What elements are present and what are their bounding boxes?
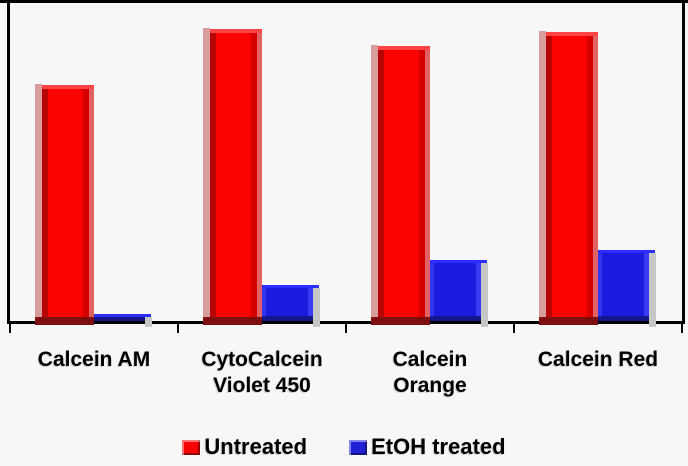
legend-label-etoh-treated: EtOH treated [371,434,506,459]
x-axis-tick [513,324,515,333]
x-axis-tick [177,324,179,333]
x-axis-tick [345,324,347,333]
bar-untreated-cytocalcein-violet-450 [203,28,262,325]
bar-etoh-treated-calcein-am [94,314,152,327]
x-label-calcein-orange: Calcein Orange [392,348,468,397]
etoh-treated-swatch [349,439,368,455]
bar-untreated-calcein-am [35,84,94,325]
x-axis-tick [9,324,11,333]
legend-item-untreated: Untreated [182,434,307,460]
bar-etoh-treated-calcein-orange [430,260,488,327]
legend-label-untreated: Untreated [204,434,308,459]
bar-untreated-calcein-orange [371,45,430,325]
x-label-cytocalcein-violet-450: CytoCalcein Violet 450 [201,348,323,397]
x-axis-tick [681,324,683,333]
plot-area [7,3,685,333]
x-label-calcein-am: Calcein AM [37,348,151,371]
x-label-calcein-red: Calcein Red [537,348,659,371]
bar-etoh-treated-calcein-red [598,250,656,327]
legend-item-etoh-treated: EtOH treated [349,434,506,460]
untreated-swatch [182,439,201,455]
bar-untreated-calcein-red [539,31,598,325]
x-axis-labels: Calcein AM CytoCalcein Violet 450 Calcei… [10,347,682,411]
legend: Untreated EtOH treated [0,433,688,461]
bar-etoh-treated-cytocalcein-violet-450 [262,285,320,327]
